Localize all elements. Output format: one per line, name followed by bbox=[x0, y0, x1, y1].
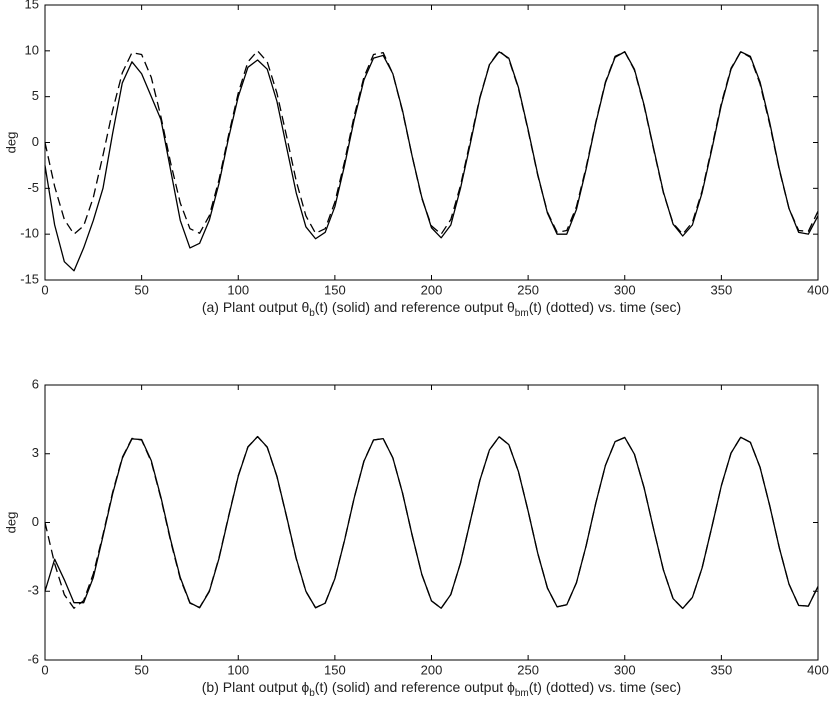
caption: (b) Plant output ϕb(t) (solid) and refer… bbox=[202, 679, 681, 699]
x-tick-label: 0 bbox=[41, 662, 48, 677]
caption-text: (a) Plant output θ bbox=[202, 299, 310, 315]
caption-text: (t) (dotted) vs. time (sec) bbox=[529, 299, 681, 315]
plot-frame bbox=[44, 4, 819, 281]
y-tick-label: -3 bbox=[27, 583, 39, 598]
x-tick-label: 250 bbox=[517, 282, 539, 297]
caption-subscript: b bbox=[309, 308, 315, 319]
y-axis-label: deg bbox=[3, 512, 18, 534]
caption-subscript: b bbox=[309, 688, 315, 699]
caption-text: (t) (solid) and reference output θ bbox=[315, 299, 515, 315]
series-line bbox=[44, 435, 819, 610]
caption-text: (b) Plant output ϕ bbox=[202, 679, 310, 695]
x-tick-label: 200 bbox=[421, 662, 443, 677]
x-tick-label: 100 bbox=[227, 282, 249, 297]
y-tick-label: -15 bbox=[20, 271, 39, 286]
x-tick-label: 200 bbox=[421, 282, 443, 297]
y-axis-label: deg bbox=[3, 132, 18, 154]
x-tick-label: 400 bbox=[807, 282, 829, 297]
y-tick-label: 5 bbox=[32, 88, 39, 103]
x-tick-label: 400 bbox=[807, 662, 829, 677]
caption: (a) Plant output θb(t) (solid) and refer… bbox=[202, 299, 681, 319]
caption-subscript: bm bbox=[515, 688, 529, 699]
y-tick-label: 6 bbox=[32, 376, 39, 391]
caption-subscript: bm bbox=[515, 308, 529, 319]
y-tick-label: 15 bbox=[25, 0, 39, 11]
series-line bbox=[44, 50, 819, 235]
x-tick-label: 300 bbox=[614, 282, 636, 297]
x-tick-label: 100 bbox=[227, 662, 249, 677]
plot-frame bbox=[44, 384, 819, 661]
y-tick-label: -10 bbox=[20, 226, 39, 241]
x-tick-label: 150 bbox=[324, 662, 346, 677]
x-tick-label: 350 bbox=[711, 662, 733, 677]
y-tick-label: 0 bbox=[32, 134, 39, 149]
y-tick-label: 10 bbox=[25, 42, 39, 57]
y-tick-label: 3 bbox=[32, 445, 39, 460]
y-tick-label: -6 bbox=[27, 651, 39, 666]
series-line bbox=[44, 51, 819, 272]
y-tick-label: 0 bbox=[32, 514, 39, 529]
caption-text: (t) (dotted) vs. time (sec) bbox=[529, 679, 681, 695]
x-tick-label: 50 bbox=[134, 282, 148, 297]
x-tick-label: 150 bbox=[324, 282, 346, 297]
caption-text: (t) (solid) and reference output ϕ bbox=[315, 679, 515, 695]
x-tick-label: 250 bbox=[517, 662, 539, 677]
series-line bbox=[44, 435, 819, 610]
x-tick-label: 350 bbox=[711, 282, 733, 297]
x-tick-label: 0 bbox=[41, 282, 48, 297]
x-tick-label: 50 bbox=[134, 662, 148, 677]
x-tick-label: 300 bbox=[614, 662, 636, 677]
y-tick-label: -5 bbox=[27, 180, 39, 195]
